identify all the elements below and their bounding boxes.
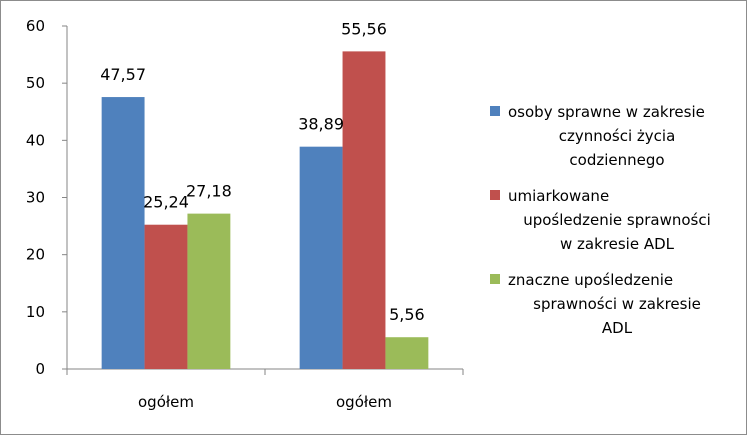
y-tick-label: 60 [26,17,45,35]
data-label: 25,24 [143,193,189,212]
x-category-label: ogółem [138,393,194,411]
bar [385,337,429,369]
bar [342,51,386,370]
legend: osoby sprawne w zakresie czynności życia c… [490,103,711,337]
legend-label: znaczne upośledzenie [508,271,673,289]
legend-label: osoby sprawne w zakresie [508,103,705,121]
bar [101,97,145,369]
data-label: 5,56 [389,305,425,324]
bar [299,146,343,369]
bar [187,213,231,369]
y-tick-label: 20 [26,246,45,264]
data-label: 47,57 [100,65,146,84]
legend-label: w zakresie ADL [560,235,675,253]
legend-label: umiarkowane [508,187,609,205]
data-label: 27,18 [186,182,232,201]
y-tick-label: 0 [35,360,45,378]
legend-label: ADL [602,319,633,337]
y-tick-label: 40 [26,131,45,149]
data-label: 38,89 [298,115,344,134]
x-category-label: ogółem [336,393,392,411]
bar [144,224,188,369]
legend-swatch [490,106,500,116]
data-labels: 47,57 38,89 25,24 55,56 27,18 5,56 [100,19,425,324]
y-tick-label: 10 [26,303,45,321]
bars [101,51,429,370]
legend-swatch [490,190,500,200]
data-label: 55,56 [341,19,387,38]
legend-label: codziennego [569,151,664,169]
y-tick-label: 30 [26,189,45,207]
legend-label: sprawności w zakresie [533,295,701,313]
legend-label: upośledzenie sprawności [523,211,711,229]
legend-label: czynności życia [559,127,676,145]
legend-swatch [490,274,500,284]
axes: 0 10 20 30 40 50 60 ogółem ogółem [26,17,464,411]
y-tick-label: 50 [26,74,45,92]
